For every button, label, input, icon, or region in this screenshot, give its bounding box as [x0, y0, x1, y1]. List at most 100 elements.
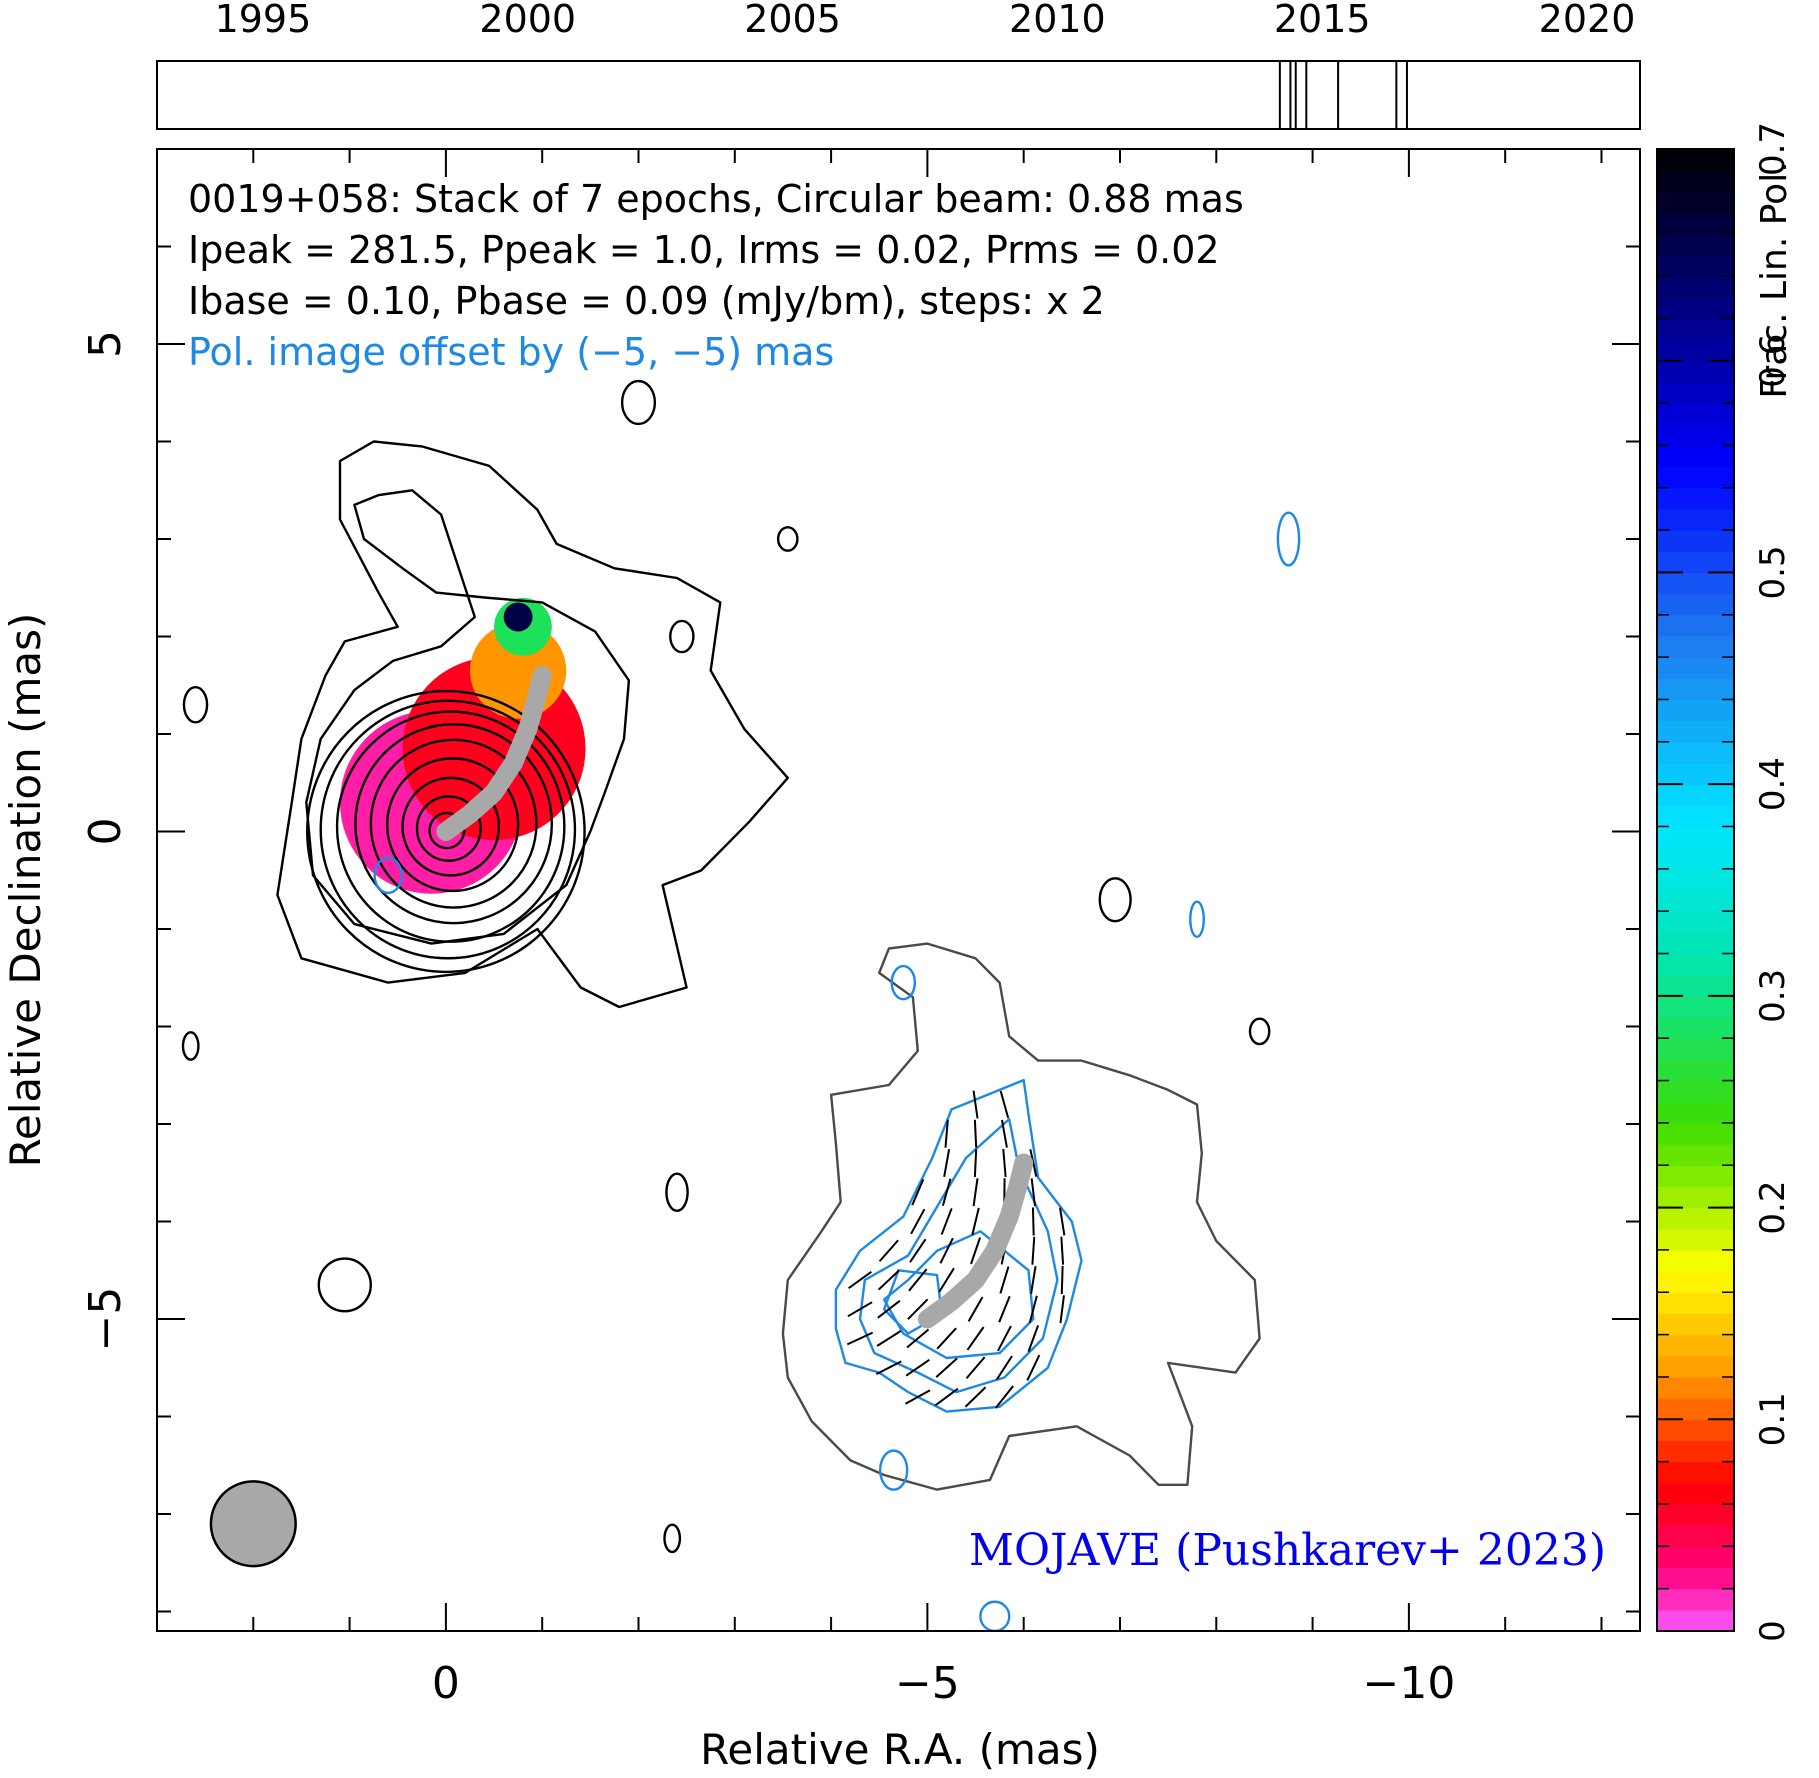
- colorbar-step: [1657, 1503, 1734, 1526]
- jet-ridge: [436, 666, 552, 841]
- evpa-stick: [935, 1357, 958, 1378]
- evpa-stick: [908, 1268, 928, 1292]
- colorbar-step: [1657, 635, 1734, 658]
- evpa-stick: [936, 1327, 957, 1350]
- colorbar-step: [1657, 805, 1734, 828]
- evpa-stick: [848, 1271, 872, 1289]
- colorbar-step: [1657, 614, 1734, 637]
- colorbar-step: [1657, 1567, 1734, 1590]
- colorbar-step: [1657, 1059, 1734, 1082]
- stokes-i-contour: [354, 723, 554, 925]
- evpa-stick: [875, 1360, 902, 1375]
- evpa-stick: [944, 1119, 949, 1148]
- colorbar-step: [1657, 995, 1734, 1018]
- evpa-stick: [964, 1386, 987, 1408]
- stokes-i-contour: [428, 811, 466, 850]
- stokes-i-outer-contour: [276, 440, 789, 1009]
- colorbar-step: [1657, 847, 1734, 870]
- y-tick-label: −5: [80, 1287, 131, 1352]
- x-tick-label: −10: [1362, 1658, 1455, 1709]
- evpa-stick: [967, 1296, 984, 1322]
- evpa-stick: [846, 1331, 874, 1346]
- timeline-tick-label: 2020: [1539, 0, 1636, 41]
- y-tick-label: 0: [80, 818, 131, 846]
- evpa-stick: [911, 1178, 925, 1206]
- evpa-stick: [1059, 1295, 1065, 1324]
- evpa-stick: [965, 1356, 986, 1380]
- evpa-stick: [939, 1237, 954, 1264]
- evpa-stick: [1060, 1265, 1064, 1295]
- colorbar-step: [1657, 1334, 1734, 1357]
- evpa-stick: [878, 1239, 899, 1262]
- annotation-line-1: 0019+058: Stack of 7 epochs, Circular be…: [188, 177, 1244, 221]
- colorbar-step: [1657, 254, 1734, 277]
- evpa-stick: [906, 1328, 930, 1349]
- colorbar-frame: [1656, 148, 1735, 1632]
- timeline-tick-label: 2010: [1009, 0, 1106, 41]
- evpa-stick: [999, 1266, 1010, 1294]
- colorbar-step: [1657, 890, 1734, 912]
- colorbar-step: [1657, 403, 1734, 425]
- x-tick-label: −5: [895, 1658, 960, 1709]
- evpa-stick: [1002, 1148, 1007, 1178]
- evpa-stick: [973, 1148, 978, 1178]
- colorbar-tick-label: 0.5: [1753, 545, 1793, 599]
- colorbar-step: [1657, 1398, 1734, 1420]
- colorbar-step: [1657, 1588, 1734, 1611]
- evpa-stick: [994, 1385, 1014, 1409]
- colorbar-step: [1657, 360, 1734, 383]
- colorbar-step: [1657, 1165, 1734, 1187]
- evpa-stick: [905, 1358, 930, 1377]
- evpa-stick: [907, 1298, 929, 1320]
- colorbar-step: [1657, 572, 1734, 595]
- stokes-i-contour: [306, 689, 586, 974]
- colorbar-step: [1657, 911, 1734, 933]
- axis-ticks: [156, 148, 1640, 1631]
- colorbar-step: [1657, 318, 1734, 341]
- evpa-stick: [910, 1208, 926, 1235]
- colorbar-label: Frac. Lin. Pol.: [1754, 161, 1795, 398]
- stokes-i-contour: [385, 757, 520, 893]
- evpa-stick: [1030, 1266, 1037, 1294]
- colorbar-step: [1657, 1461, 1734, 1484]
- evpa-stick: [1031, 1236, 1036, 1265]
- plot-frame: [156, 148, 1641, 1632]
- colorbar-step: [1657, 1144, 1734, 1166]
- colorbar-step: [1657, 212, 1734, 235]
- stokes-i-island: [182, 686, 209, 724]
- x-tick-labels: 0 −5 −10: [432, 1658, 1455, 1709]
- colorbar-step: [1657, 1122, 1734, 1145]
- colorbar-step: [1657, 191, 1734, 214]
- evpa-stick: [877, 1269, 900, 1291]
- colorbar-step: [1657, 1292, 1734, 1315]
- colorbar-step: [1657, 424, 1734, 446]
- evpa-stick: [847, 1301, 873, 1318]
- colorbar-step: [1657, 1038, 1734, 1060]
- evpa-stick: [876, 1330, 902, 1347]
- pol-intensity-island: [979, 1600, 1011, 1631]
- colorbar-tick-label: 0.3: [1753, 969, 1793, 1023]
- stokes-i-contour: [401, 776, 501, 877]
- epoch-timeline: 1995 2000 2005 2010 2015 2020: [156, 0, 1641, 130]
- colorbar-step: [1657, 149, 1734, 171]
- evpa-stick: [877, 1299, 901, 1319]
- pol-intensity-island: [890, 964, 917, 1001]
- stokes-i-contour: [335, 710, 566, 943]
- colorbar-step: [1657, 233, 1734, 256]
- timeline-frame: [156, 60, 1641, 130]
- colorbar-step: [1657, 170, 1734, 192]
- colorbar-tick-label: 0.7: [1753, 122, 1793, 176]
- colorbar-step: [1657, 1355, 1734, 1378]
- x-axis-label: Relative R.A. (mas): [700, 1725, 1100, 1774]
- stokes-i-island: [665, 1172, 689, 1212]
- colorbar-step: [1657, 1080, 1734, 1103]
- pol-intensity-contour: [834, 1078, 1083, 1413]
- stokes-i-island: [620, 379, 657, 426]
- colorbar-step: [1657, 593, 1734, 616]
- pol-intensity-island: [373, 856, 403, 895]
- colorbar-step: [1657, 762, 1734, 785]
- y-tick-labels: 5 0 −5: [80, 330, 131, 1351]
- colorbar-step: [1657, 508, 1734, 531]
- evpa-stick: [997, 1325, 1012, 1352]
